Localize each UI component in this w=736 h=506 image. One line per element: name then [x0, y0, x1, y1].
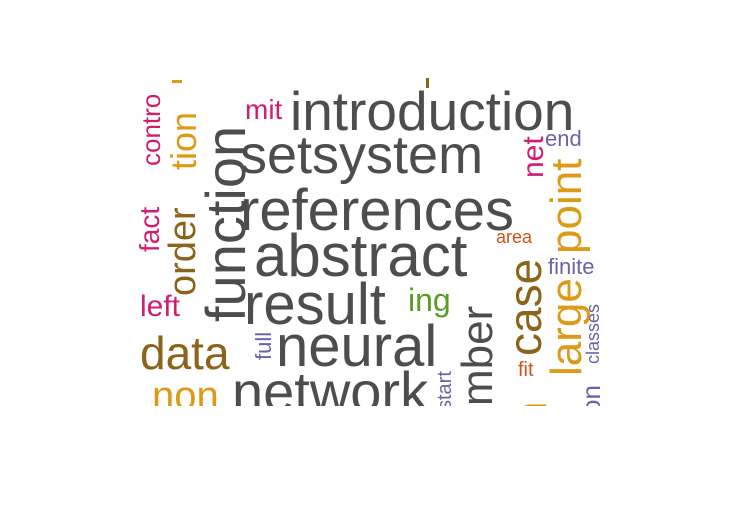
word-finite: finite [548, 254, 595, 279]
word-data: data [140, 327, 230, 379]
word-references: references [240, 178, 515, 243]
word-start: start [434, 371, 456, 406]
top-tick-brown [426, 78, 429, 88]
word-network: network [232, 360, 429, 407]
word-n-edge: n [507, 402, 556, 406]
word-non: non [152, 374, 219, 406]
word-abstract: abstract [254, 222, 468, 289]
word-result: result [244, 272, 386, 337]
word-area: area [496, 227, 533, 247]
word-setsystem: setsystem [240, 125, 484, 185]
word-mit: mit [245, 94, 283, 125]
word-function: function [194, 125, 257, 322]
word-cloud: introduction setsystem references abstra… [132, 74, 618, 406]
word-fit: fit [518, 359, 534, 381]
word-on: on [576, 385, 606, 406]
word-classes: classes [583, 303, 603, 364]
word-contr: contro [136, 93, 166, 166]
word-end: end [545, 126, 582, 151]
word-tion: tion [163, 111, 204, 170]
word-order: order [162, 207, 204, 296]
word-left: left [140, 290, 181, 323]
word-mber: mber [453, 305, 502, 406]
word-ing: ing [408, 282, 451, 318]
word-neural: neural [276, 314, 438, 379]
top-tick-orange [172, 80, 182, 83]
word-fact: fact [134, 206, 165, 252]
word-full: full [251, 331, 276, 360]
word-introduction: introduction [290, 80, 575, 142]
word-point: point [542, 158, 591, 254]
